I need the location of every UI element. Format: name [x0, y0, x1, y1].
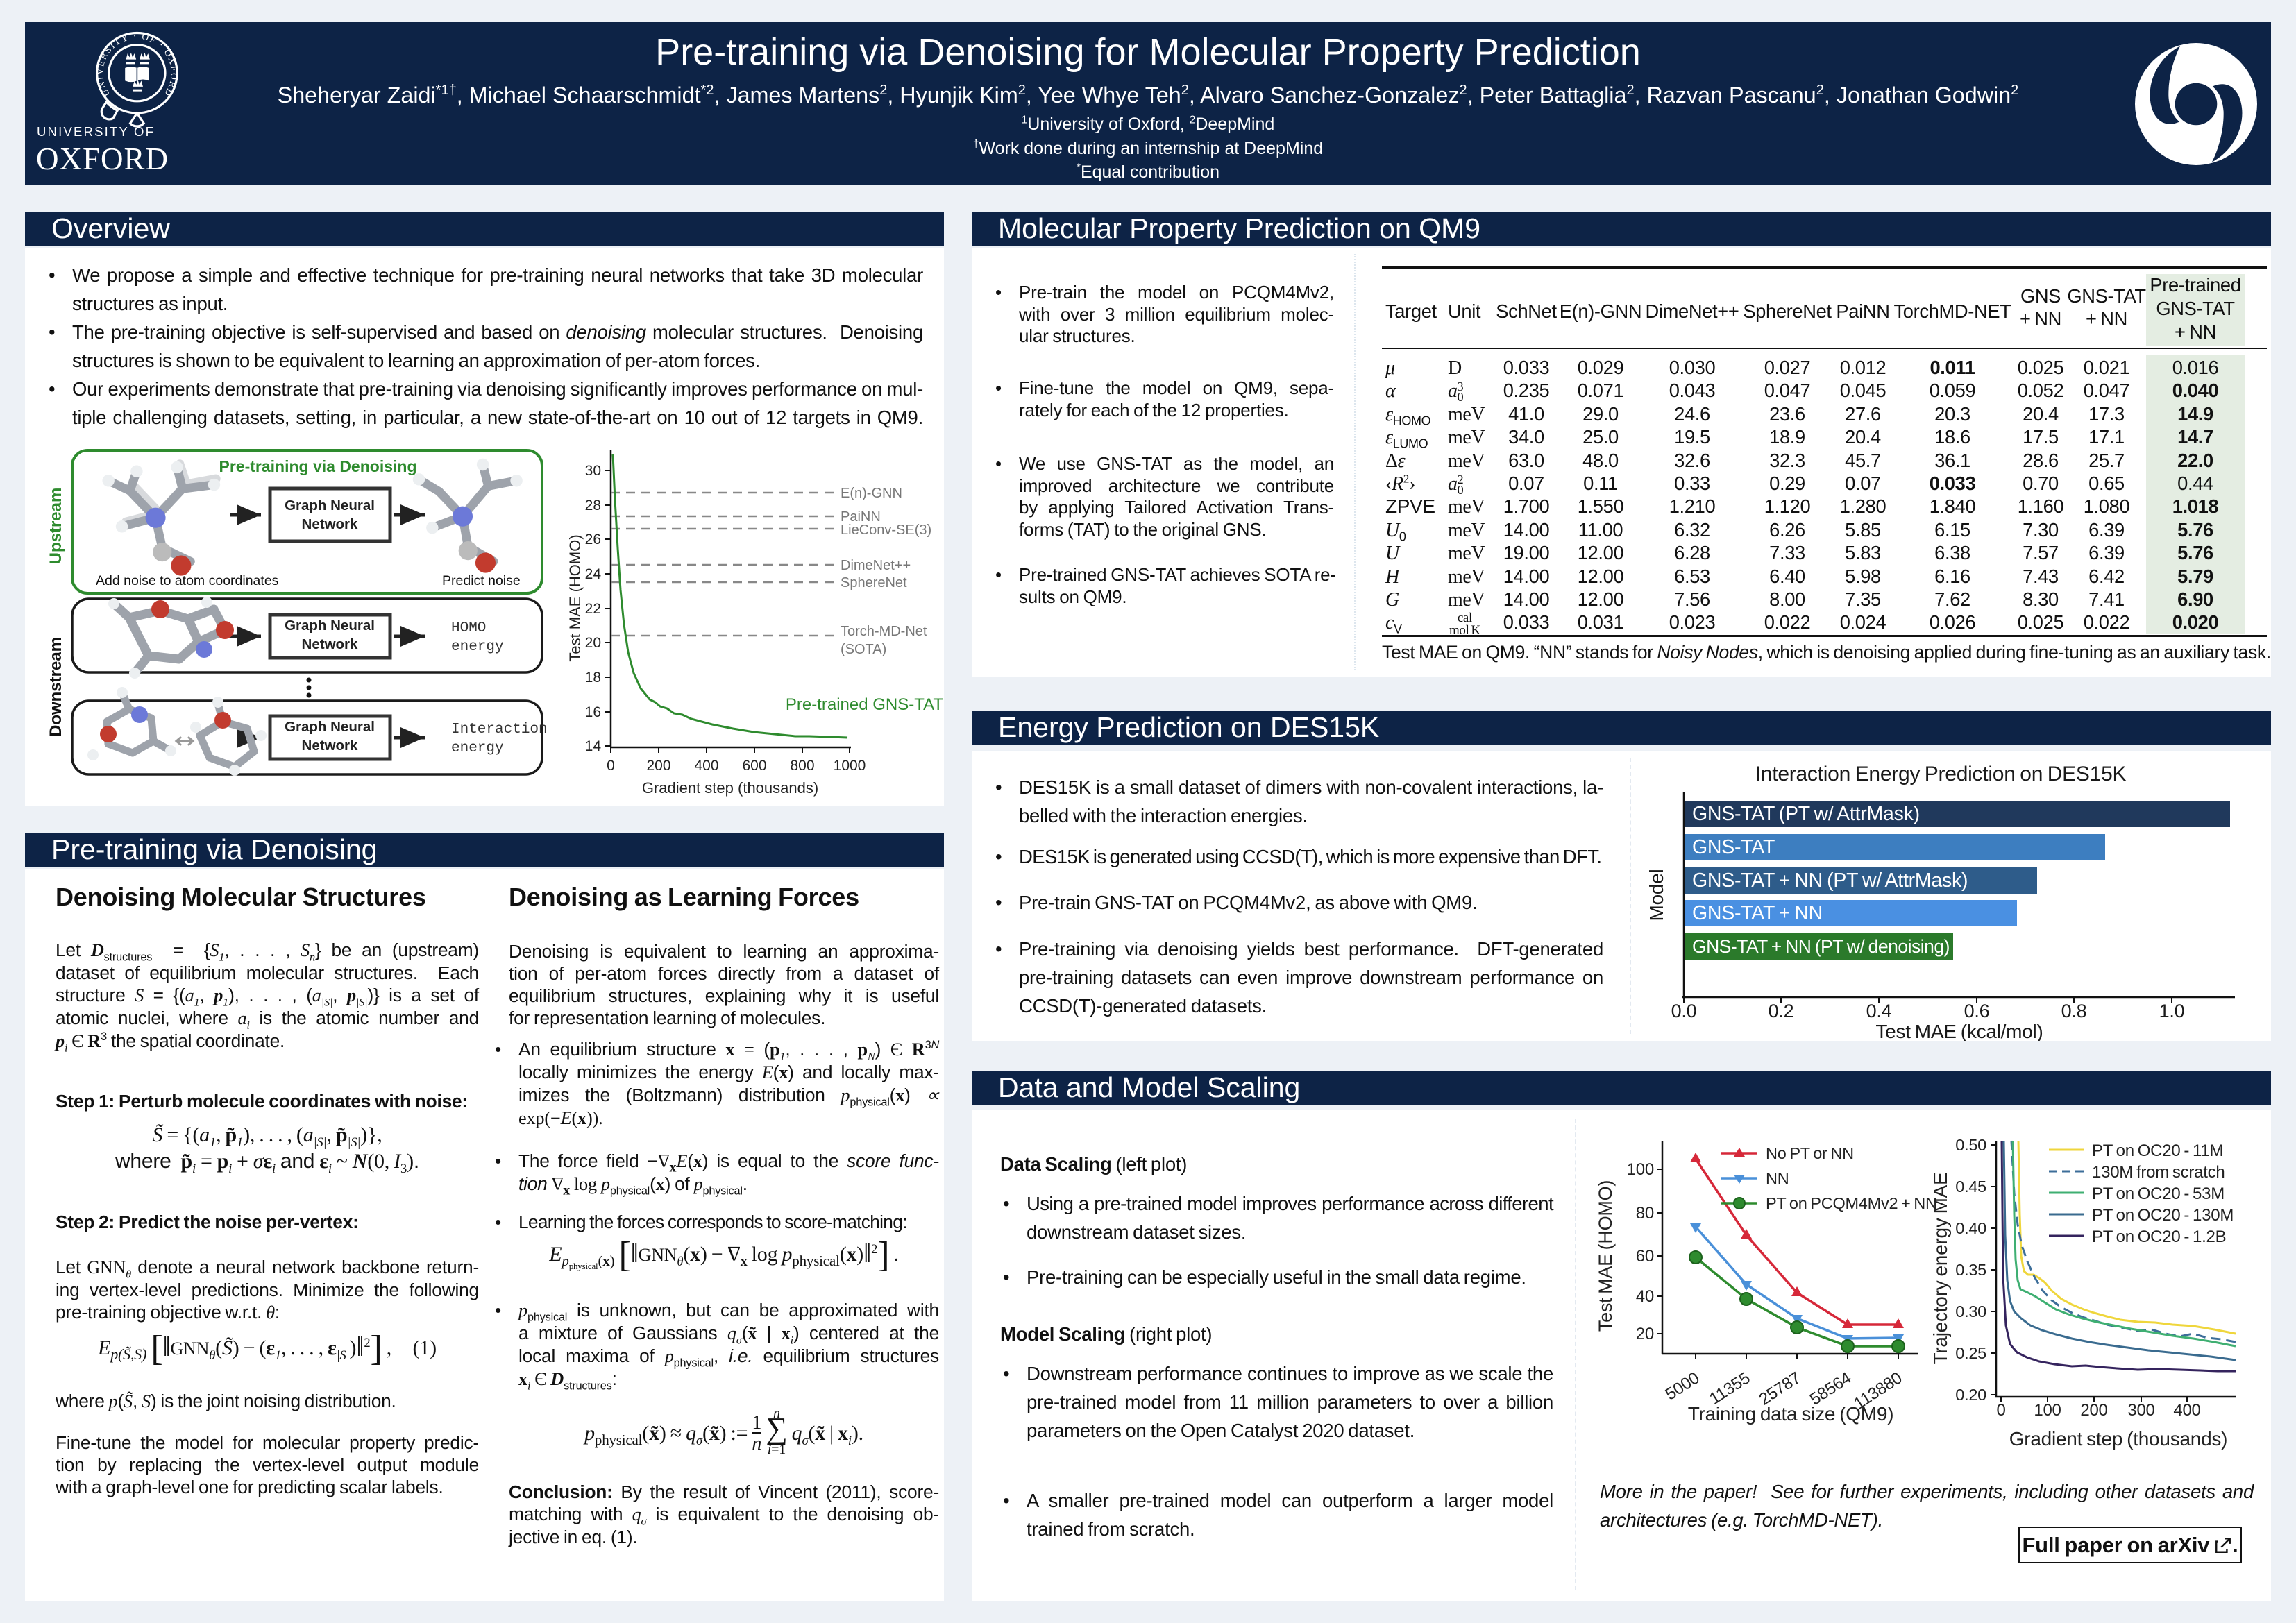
svg-text:PT on OC20 - 53M: PT on OC20 - 53M [2092, 1184, 2225, 1203]
svg-text:0.8: 0.8 [2061, 1001, 2087, 1021]
svg-text:Model: Model [1646, 869, 1667, 921]
svg-text:80: 80 [1636, 1204, 1654, 1223]
svg-text:0.45: 0.45 [1955, 1178, 1986, 1196]
svg-text:40: 40 [1636, 1287, 1654, 1306]
svg-text:60: 60 [1636, 1247, 1654, 1266]
svg-text:18: 18 [585, 670, 601, 686]
svg-text:Gradient step (thousands): Gradient step (thousands) [2009, 1428, 2228, 1450]
svg-text:0.30: 0.30 [1955, 1302, 1986, 1320]
svg-text:800: 800 [790, 758, 814, 774]
svg-text:100: 100 [1627, 1160, 1654, 1179]
svg-text:20: 20 [585, 635, 601, 651]
svg-text:1.0: 1.0 [2159, 1001, 2185, 1021]
svg-text:Trajectory energy MAE: Trajectory energy MAE [1930, 1172, 1951, 1364]
svg-text:Interaction Energy Prediction: Interaction Energy Prediction on DES15K [1755, 763, 2127, 785]
svg-text:Network: Network [302, 516, 358, 532]
svg-text:SphereNet: SphereNet [841, 575, 907, 590]
svg-text:20: 20 [1636, 1325, 1654, 1343]
svg-text:300: 300 [2127, 1401, 2154, 1420]
svg-text:Test MAE (HOMO): Test MAE (HOMO) [566, 534, 584, 661]
svg-text:Upstream: Upstream [47, 488, 65, 565]
svg-text:Graph Neural: Graph Neural [285, 618, 375, 634]
svg-text:Network: Network [302, 636, 358, 652]
svg-text:GNS-TAT + NN: GNS-TAT + NN [1692, 902, 1823, 924]
svg-text:24: 24 [585, 566, 602, 582]
svg-text:Add noise to atom coordinates: Add noise to atom coordinates [96, 573, 279, 588]
svg-text:0.40: 0.40 [1955, 1219, 1986, 1237]
svg-text:PaiNN: PaiNN [841, 509, 881, 525]
svg-text:GNS-TAT + NN (PT w/ denoising): GNS-TAT + NN (PT w/ denoising) [1692, 936, 1950, 957]
svg-text:PT on PCQM4Mv2 + NN: PT on PCQM4Mv2 + NN [1766, 1194, 1937, 1212]
svg-text:600: 600 [742, 758, 766, 774]
svg-text:400: 400 [694, 758, 718, 774]
svg-text:0.20: 0.20 [1955, 1386, 1986, 1404]
svg-text:GNS-TAT (PT w/ AttrMask): GNS-TAT (PT w/ AttrMask) [1692, 803, 1920, 825]
svg-text:energy: energy [451, 740, 504, 756]
svg-text:NN: NN [1766, 1169, 1789, 1187]
svg-text:0: 0 [607, 758, 615, 774]
svg-text:0.35: 0.35 [1955, 1261, 1986, 1279]
svg-text:Pre-training via Denoising: Pre-training via Denoising [219, 457, 417, 475]
svg-text:Predict noise: Predict noise [442, 573, 521, 588]
svg-text:GNS-TAT + NN (PT w/ AttrMask): GNS-TAT + NN (PT w/ AttrMask) [1692, 869, 1968, 892]
svg-text:Pre-trained GNS-TAT: Pre-trained GNS-TAT [786, 695, 943, 714]
svg-text:Network: Network [302, 738, 358, 754]
svg-text:28: 28 [585, 498, 601, 513]
svg-text:Downstream: Downstream [47, 637, 65, 737]
svg-text:0.2: 0.2 [1769, 1001, 1794, 1021]
svg-text:HOMO: HOMO [451, 620, 486, 636]
svg-text:Test MAE (HOMO): Test MAE (HOMO) [1595, 1180, 1616, 1332]
svg-text:0.50: 0.50 [1955, 1136, 1986, 1154]
svg-text:30: 30 [585, 463, 601, 479]
svg-text:PT on OC20 - 130M: PT on OC20 - 130M [2092, 1206, 2234, 1225]
svg-text:Interaction: Interaction [451, 722, 548, 738]
svg-text:Gradient step (thousands): Gradient step (thousands) [642, 779, 818, 797]
svg-text:DimeNet++: DimeNet++ [841, 558, 911, 573]
svg-text:PT on OC20 - 11M: PT on OC20 - 11M [2092, 1141, 2223, 1160]
svg-text:200: 200 [646, 758, 670, 774]
svg-text:PT on OC20 - 1.2B: PT on OC20 - 1.2B [2092, 1227, 2226, 1246]
svg-text:1000: 1000 [834, 758, 866, 774]
svg-text:16: 16 [585, 704, 601, 720]
svg-text:Graph Neural: Graph Neural [285, 498, 375, 513]
svg-text:0.0: 0.0 [1671, 1001, 1697, 1021]
svg-text:Test MAE (kcal/mol): Test MAE (kcal/mol) [1875, 1021, 2043, 1041]
svg-text:14: 14 [585, 738, 602, 754]
svg-text:GNS-TAT: GNS-TAT [1692, 836, 1775, 858]
svg-text:Graph Neural: Graph Neural [285, 719, 375, 735]
svg-text:LieConv-SE(3): LieConv-SE(3) [841, 522, 931, 538]
svg-text:130M from scratch: 130M from scratch [2092, 1163, 2225, 1182]
svg-text:(SOTA): (SOTA) [841, 642, 886, 657]
svg-text:400: 400 [2173, 1401, 2200, 1420]
svg-text:Torch-MD-Net: Torch-MD-Net [841, 624, 927, 639]
svg-text:0.6: 0.6 [1964, 1001, 1990, 1021]
svg-text:0: 0 [1996, 1401, 2005, 1420]
svg-text:0.25: 0.25 [1955, 1344, 1986, 1362]
svg-text:5000: 5000 [1662, 1368, 1703, 1404]
svg-text:energy: energy [451, 639, 504, 655]
svg-text:22: 22 [585, 601, 601, 617]
svg-text:26: 26 [585, 532, 601, 547]
svg-text:No PT or NN: No PT or NN [1766, 1144, 1854, 1162]
svg-text:E(n)-GNN: E(n)-GNN [841, 486, 902, 501]
svg-text:200: 200 [2080, 1401, 2107, 1420]
svg-text:Training data size (QM9): Training data size (QM9) [1688, 1403, 1894, 1425]
svg-text:0.4: 0.4 [1866, 1001, 1892, 1021]
svg-text:100: 100 [2034, 1401, 2061, 1420]
